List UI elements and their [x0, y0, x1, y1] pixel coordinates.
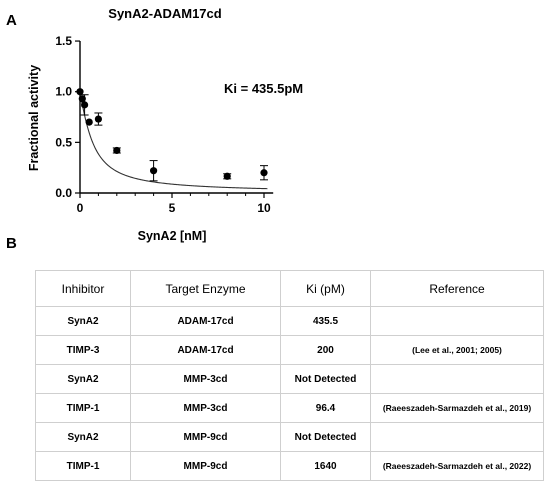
y-tick-label: 1.0	[55, 85, 72, 99]
fit-curve	[79, 91, 268, 190]
y-tick-label: 0.5	[55, 135, 72, 149]
cell-inhibitor: SynA2	[35, 364, 131, 394]
inhibitor-table: Inhibitor Target Enzyme Ki (pM) Referenc…	[35, 270, 544, 481]
x-tick-label: 10	[257, 201, 271, 215]
x-axis-label: SynA2 [nM]	[138, 229, 207, 243]
cell-ki: 1640	[280, 451, 371, 481]
chart-axes: 0.0 0.5 1.0 1.5 0 5 10	[55, 34, 274, 215]
y-tick-label: 0.0	[55, 186, 72, 200]
header-reference: Reference	[370, 270, 544, 307]
y-axis-label: Fractional activity	[27, 65, 41, 171]
data-point	[94, 115, 102, 123]
cell-reference	[370, 364, 544, 394]
cell-reference: (Raeeszadeh-Sarmazdeh et al., 2022)	[370, 451, 544, 481]
cell-reference	[370, 422, 544, 452]
data-point	[81, 101, 89, 109]
table-row: SynA2 MMP-9cd Not Detected	[35, 422, 544, 452]
data-point	[260, 169, 268, 177]
cell-inhibitor: TIMP-1	[35, 393, 131, 423]
cell-target: MMP-3cd	[130, 393, 281, 423]
cell-target: ADAM-17cd	[130, 306, 281, 336]
data-point	[223, 172, 231, 180]
data-points-layer	[76, 88, 268, 182]
y-tick-label: 1.5	[55, 34, 72, 48]
data-point	[76, 88, 84, 96]
ki-annotation: Ki = 435.5pM	[224, 81, 303, 96]
table-row: SynA2 ADAM-17cd 435.5	[35, 306, 544, 336]
cell-inhibitor: SynA2	[35, 306, 131, 336]
table-row: TIMP-1 MMP-3cd 96.4 (Raeeszadeh-Sarmazde…	[35, 393, 544, 423]
cell-target: ADAM-17cd	[130, 335, 281, 365]
cell-target: MMP-9cd	[130, 451, 281, 481]
data-point	[85, 118, 93, 126]
panel-a-label: A	[6, 12, 17, 29]
x-tick-label: 5	[169, 201, 176, 215]
cell-ki: 200	[280, 335, 371, 365]
chart-title: SynA2-ADAM17cd	[108, 6, 222, 21]
cell-inhibitor: SynA2	[35, 422, 131, 452]
table-row: TIMP-1 MMP-9cd 1640 (Raeeszadeh-Sarmazde…	[35, 451, 544, 481]
cell-ki: Not Detected	[280, 422, 371, 452]
cell-reference: (Raeeszadeh-Sarmazdeh et al., 2019)	[370, 393, 544, 423]
cell-inhibitor: TIMP-1	[35, 451, 131, 481]
cell-inhibitor: TIMP-3	[35, 335, 131, 365]
data-point	[150, 167, 158, 175]
cell-ki: Not Detected	[280, 364, 371, 394]
header-target-enzyme: Target Enzyme	[130, 270, 281, 307]
cell-reference	[370, 306, 544, 336]
cell-reference: (Lee et al., 2001; 2005)	[370, 335, 544, 365]
table-row: TIMP-3 ADAM-17cd 200 (Lee et al., 2001; …	[35, 335, 544, 365]
header-inhibitor: Inhibitor	[35, 270, 131, 307]
cell-ki: 435.5	[280, 306, 371, 336]
table-row: SynA2 MMP-3cd Not Detected	[35, 364, 544, 394]
cell-target: MMP-3cd	[130, 364, 281, 394]
x-tick-label: 0	[77, 201, 84, 215]
cell-ki: 96.4	[280, 393, 371, 423]
fit-curve-layer	[79, 91, 268, 190]
data-point	[113, 146, 121, 155]
panel-b-label: B	[6, 235, 17, 252]
table-header-row: Inhibitor Target Enzyme Ki (pM) Referenc…	[35, 270, 544, 307]
cell-target: MMP-9cd	[130, 422, 281, 452]
header-ki: Ki (pM)	[280, 270, 371, 307]
chart: 0.0 0.5 1.0 1.5 0 5 10 Ki = 435.5pM SynA2 [nM]…	[27, 34, 303, 243]
